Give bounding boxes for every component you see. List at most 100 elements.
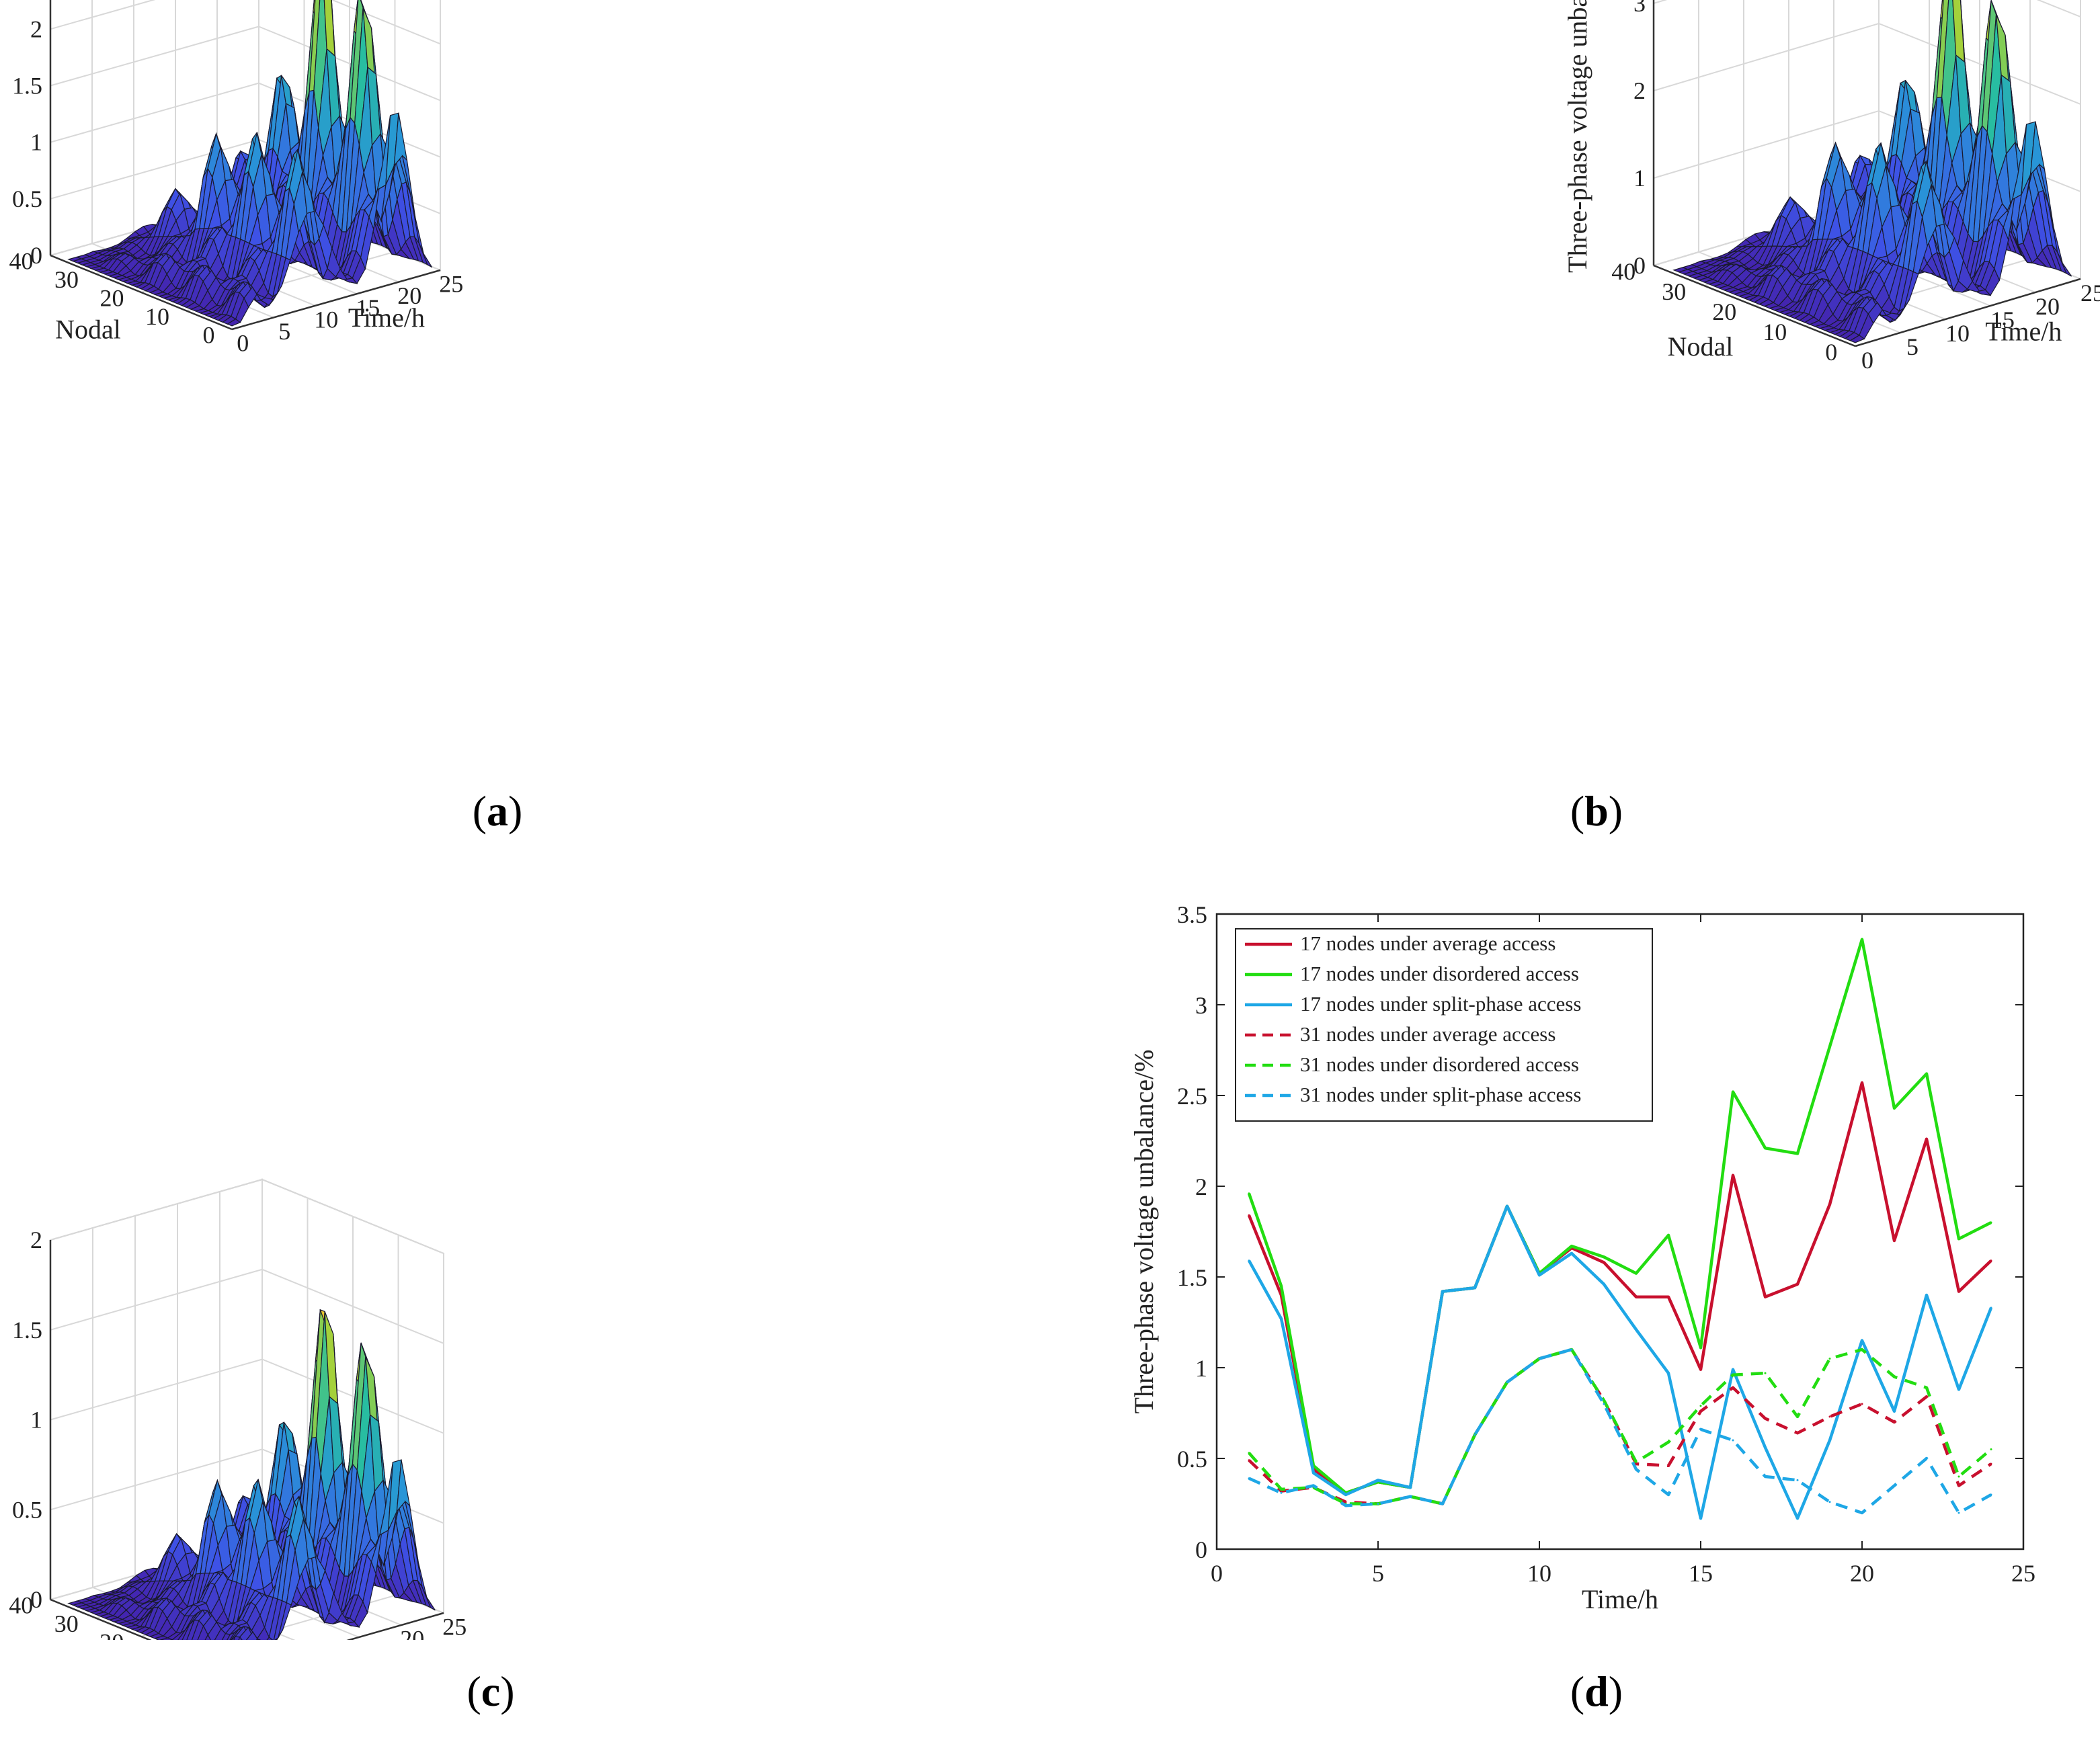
y-tick-label: 40 [1611, 258, 1635, 285]
data-point [1667, 1234, 1670, 1237]
y-tick-label: 20 [100, 284, 124, 311]
data-point [1828, 1045, 1831, 1048]
x-tick-label: 10 [314, 306, 338, 333]
data-point [1667, 1441, 1670, 1444]
surface-patch [418, 243, 433, 268]
series-line-6 [1248, 1348, 1992, 1515]
data-point [1635, 1328, 1638, 1331]
z-tick-label: 1.5 [12, 1317, 42, 1343]
data-point [1667, 1296, 1670, 1298]
data-point [1893, 1107, 1896, 1110]
data-point [1893, 1410, 1896, 1413]
data-point [1699, 1517, 1702, 1520]
data-point [1248, 1214, 1250, 1216]
data-point [1344, 1493, 1347, 1496]
data-point [1764, 1417, 1767, 1420]
data-point [1506, 1205, 1508, 1208]
x-tick-label: 25 [2081, 280, 2100, 306]
x-tick-label: 20 [2035, 293, 2060, 320]
x-tick-label: 20 [397, 282, 421, 309]
data-point [1861, 1512, 1863, 1514]
caption-a: (a) [472, 787, 523, 835]
line-chart-svg: 0 5 10 15 20 25 0 0.5 1 1.5 2 2.5 3 3.5 Time/h Three-ph… [1129, 901, 2035, 1614]
legend-entry: 31 nodes under split-phase access [1300, 1083, 1581, 1106]
data-point [1957, 1475, 1960, 1478]
data-point [1377, 1503, 1379, 1505]
z-tick-label: 1 [30, 129, 42, 156]
data-point [1570, 1245, 1573, 1247]
y-tick-label: 30 [54, 1610, 79, 1637]
data-point [1957, 1290, 1960, 1293]
data-point [1893, 1421, 1896, 1423]
data-point [1828, 1415, 1831, 1418]
legend-entry: 31 nodes under disordered access [1300, 1052, 1579, 1076]
data-point [1828, 1358, 1831, 1360]
data-point [1667, 1464, 1670, 1467]
data-point [1893, 1376, 1896, 1378]
legend-box [1235, 928, 1653, 1122]
data-point [1409, 1486, 1412, 1489]
x-tick-label: 10 [1945, 320, 1970, 347]
x-tick-label: 0 [1211, 1560, 1223, 1587]
data-point [1699, 1410, 1702, 1413]
caption-b: (b) [1570, 787, 1623, 835]
data-point [1957, 1512, 1960, 1514]
surface-svg-a: 051015202501020304000.511.522.53Time/hNo… [9, 0, 463, 357]
data-point [1667, 1372, 1670, 1374]
y-tick-label: 10 [145, 303, 169, 330]
x-tick-label: 0 [237, 330, 249, 357]
data-point [1861, 1348, 1863, 1351]
data-point [1280, 1317, 1283, 1320]
data-point [1828, 1203, 1831, 1206]
data-point [1990, 1448, 1992, 1450]
y-axis-label: Nodal [55, 314, 121, 344]
y-tick-label: 3 [1195, 992, 1207, 1019]
data-point [1732, 1374, 1734, 1376]
y-tick-label: 20 [1712, 298, 1736, 325]
data-point [1893, 1485, 1896, 1487]
data-point [1796, 1283, 1799, 1286]
data-point [1925, 1387, 1928, 1389]
data-point [1732, 1439, 1734, 1442]
data-point [1764, 1372, 1767, 1374]
data-point [1248, 1459, 1250, 1462]
y-tick-label: 10 [1763, 319, 1787, 345]
data-point [1764, 1446, 1767, 1449]
data-point [1732, 1174, 1734, 1177]
y-tick-label: 0 [1195, 1536, 1207, 1563]
x-tick-label: 25 [439, 271, 463, 298]
data-point [1248, 1192, 1250, 1195]
x-axis-label: Time/h [1582, 1584, 1658, 1614]
surface-plot-b: 051015202501020304001234Time/hNodalThree… [1076, 0, 2100, 780]
data-point [1990, 1462, 1992, 1465]
line-plot-d: 0 5 10 15 20 25 0 0.5 1 1.5 2 2.5 3 3.5 Time/h Three-ph… [1102, 894, 2100, 1640]
data-point [1828, 1439, 1831, 1442]
data-point [1280, 1491, 1283, 1494]
y-tick-label: 1 [1195, 1355, 1207, 1382]
z-tick-label: 0 [30, 242, 42, 269]
z-tick-label: 2 [30, 1227, 42, 1253]
data-point [1957, 1237, 1960, 1240]
data-point [1473, 1286, 1476, 1289]
legend-entry: 31 nodes under average access [1300, 1022, 1556, 1046]
data-point [1990, 1259, 1992, 1262]
x-tick-label: 5 [1906, 333, 1919, 360]
data-point [1570, 1252, 1573, 1255]
z-tick-label: 1 [30, 1407, 42, 1434]
data-point [1441, 1503, 1444, 1505]
data-point [1796, 1432, 1799, 1434]
data-point [1635, 1296, 1638, 1298]
data-point [1570, 1348, 1573, 1351]
data-point [1280, 1285, 1283, 1287]
data-point [1538, 1358, 1541, 1360]
surface-svg-b: 051015202501020304001234Time/hNodalThree… [1562, 0, 2100, 374]
data-point [1925, 1294, 1928, 1296]
data-point [1312, 1472, 1315, 1475]
y-tick-label: 0.5 [1177, 1446, 1207, 1473]
z-tick-label: 1 [1633, 165, 1646, 192]
data-point [1732, 1091, 1734, 1093]
z-tick-label: 0.5 [12, 1496, 42, 1523]
z-tick-label: 2 [1633, 77, 1646, 104]
legend-entry: 17 nodes under average access [1300, 932, 1556, 955]
y-axis-line [1653, 264, 1856, 347]
